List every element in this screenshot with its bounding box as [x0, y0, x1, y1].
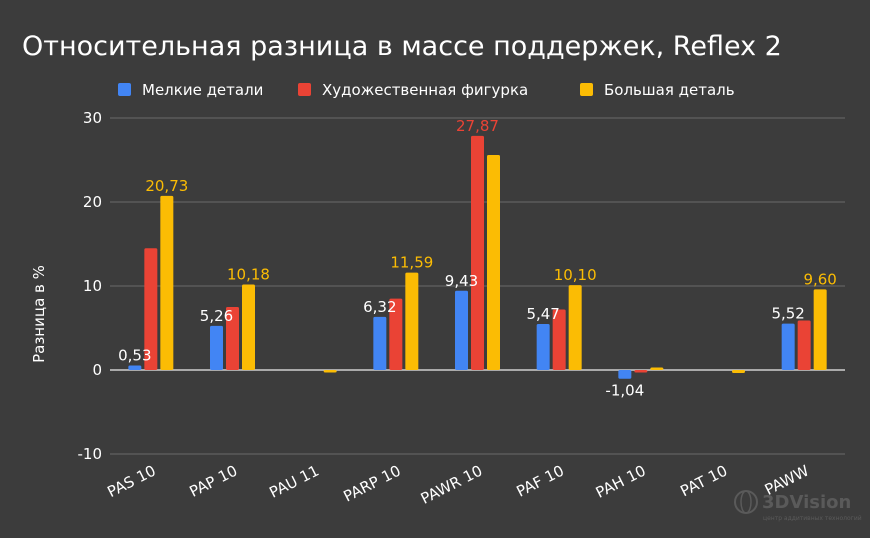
chart-title: Относительная разница в массе поддержек,… [22, 31, 782, 62]
x-tick-label: PAH 10 [593, 462, 649, 502]
bar [618, 370, 632, 379]
bar [813, 289, 827, 370]
legend-swatch [580, 83, 593, 96]
bar [455, 290, 468, 370]
legend-label: Большая деталь [604, 81, 735, 99]
data-label: 5,26 [200, 307, 233, 325]
legend: Мелкие детали Художественная фигурка Больш… [118, 81, 735, 99]
data-labels: 0,53 20,73 5,26 10,18 6,32 11,59 9,43 27,87 5,47… [118, 117, 837, 400]
data-label: 11,59 [390, 254, 433, 272]
globe-meridian [740, 490, 752, 514]
bar [536, 324, 550, 370]
watermark-tagline: центр аддитивных технологий [763, 515, 862, 522]
bar [128, 365, 142, 370]
x-tick-label: PAWR 10 [418, 462, 486, 508]
bars [128, 135, 827, 379]
y-tick-label: 20 [83, 193, 102, 211]
bar [732, 370, 745, 373]
x-tick-label: PAU 11 [266, 462, 322, 502]
x-axis-ticks: PAS 10 PAP 10 PAU 11 PARP 10 PAWR 10 PAF 10 PA… [104, 461, 812, 507]
bar [323, 370, 337, 373]
bar [650, 367, 664, 370]
data-label: 10,10 [554, 266, 597, 284]
y-tick-label: 30 [83, 109, 102, 127]
y-tick-label: 10 [83, 277, 102, 295]
x-tick-label: PAT 10 [677, 462, 730, 501]
legend-label: Мелкие детали [142, 81, 263, 99]
bar [552, 309, 566, 370]
watermark-brand: 3DVision [762, 492, 851, 513]
globe-icon [734, 490, 758, 514]
data-label: 5,52 [771, 305, 804, 323]
bar [389, 298, 403, 370]
y-tick-label: -10 [78, 445, 103, 463]
bar [487, 154, 500, 370]
x-tick-label: PARP 10 [341, 462, 404, 506]
bar [226, 307, 239, 370]
bar [405, 272, 419, 370]
x-tick-label: PAP 10 [186, 462, 240, 501]
bar [634, 370, 648, 373]
data-label: 5,47 [526, 305, 559, 323]
x-tick-label: PAF 10 [514, 462, 567, 501]
watermark: 3DVision центр аддитивных технологий [734, 490, 862, 522]
bar [471, 135, 484, 370]
bar [144, 248, 158, 370]
data-label: 0,53 [118, 347, 151, 365]
data-label: 20,73 [145, 177, 188, 195]
bar [797, 320, 811, 370]
data-label: 9,43 [445, 272, 478, 290]
x-tick-label: PAS 10 [104, 462, 158, 502]
data-label: 27,87 [456, 117, 499, 135]
legend-label: Художественная фигурка [322, 81, 528, 99]
bar [568, 285, 582, 370]
bar [160, 195, 174, 370]
legend-swatch [118, 83, 131, 96]
bar [373, 316, 387, 370]
y-axis-label: Разница в % [30, 265, 48, 363]
bar [781, 323, 795, 370]
y-axis-ticks: -10 0 10 20 30 [78, 109, 103, 463]
data-label: -1,04 [605, 382, 644, 400]
data-label: 9,60 [803, 270, 836, 288]
legend-swatch [298, 83, 311, 96]
data-label: 10,18 [227, 265, 270, 283]
bar [242, 284, 255, 370]
y-tick-label: 0 [92, 361, 102, 379]
data-label: 6,32 [363, 298, 396, 316]
bar [210, 325, 223, 370]
